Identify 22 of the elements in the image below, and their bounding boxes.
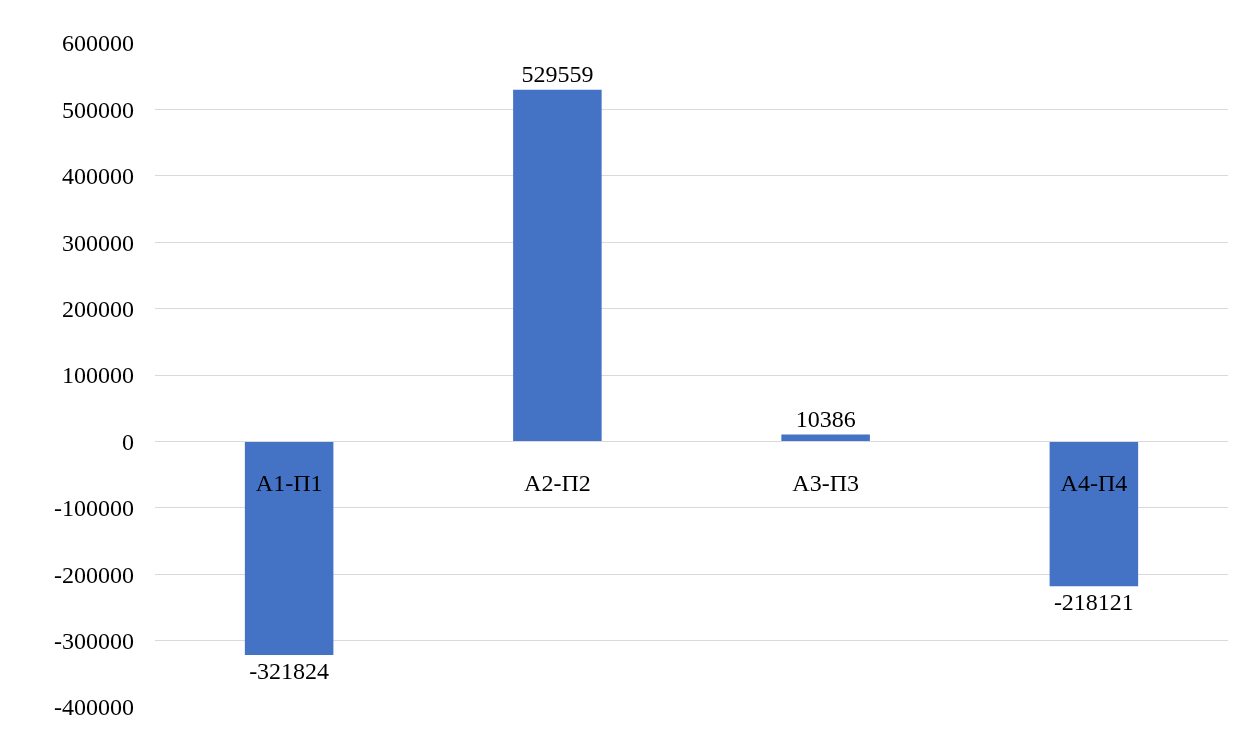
data-label: 10386 — [795, 405, 856, 432]
y-tick-label: 400000 — [62, 163, 134, 190]
y-tick-label: -200000 — [54, 561, 134, 588]
y-tick-label: 500000 — [62, 96, 134, 123]
y-tick-label: 200000 — [62, 296, 134, 322]
data-label: -321824 — [249, 658, 330, 685]
x-tick-label: А3-П3 — [792, 470, 859, 497]
y-tick-label: -400000 — [54, 694, 134, 721]
y-tick-label: 600000 — [62, 30, 134, 57]
bar — [513, 89, 602, 442]
y-tick-label: -300000 — [54, 628, 134, 654]
x-tick-label: А2-П2 — [524, 470, 591, 497]
bar — [244, 441, 334, 656]
data-label: 529559 — [521, 60, 594, 87]
y-tick-label: 100000 — [62, 362, 134, 389]
data-label: -218121 — [1053, 589, 1134, 616]
x-tick-label: А4-П4 — [1060, 470, 1128, 497]
x-tick-label: А1-П1 — [255, 470, 323, 497]
bar — [1049, 441, 1139, 587]
y-tick-label: -100000 — [54, 495, 134, 522]
y-tick-label: 0 — [122, 428, 134, 455]
y-tick-label: 300000 — [62, 229, 134, 256]
